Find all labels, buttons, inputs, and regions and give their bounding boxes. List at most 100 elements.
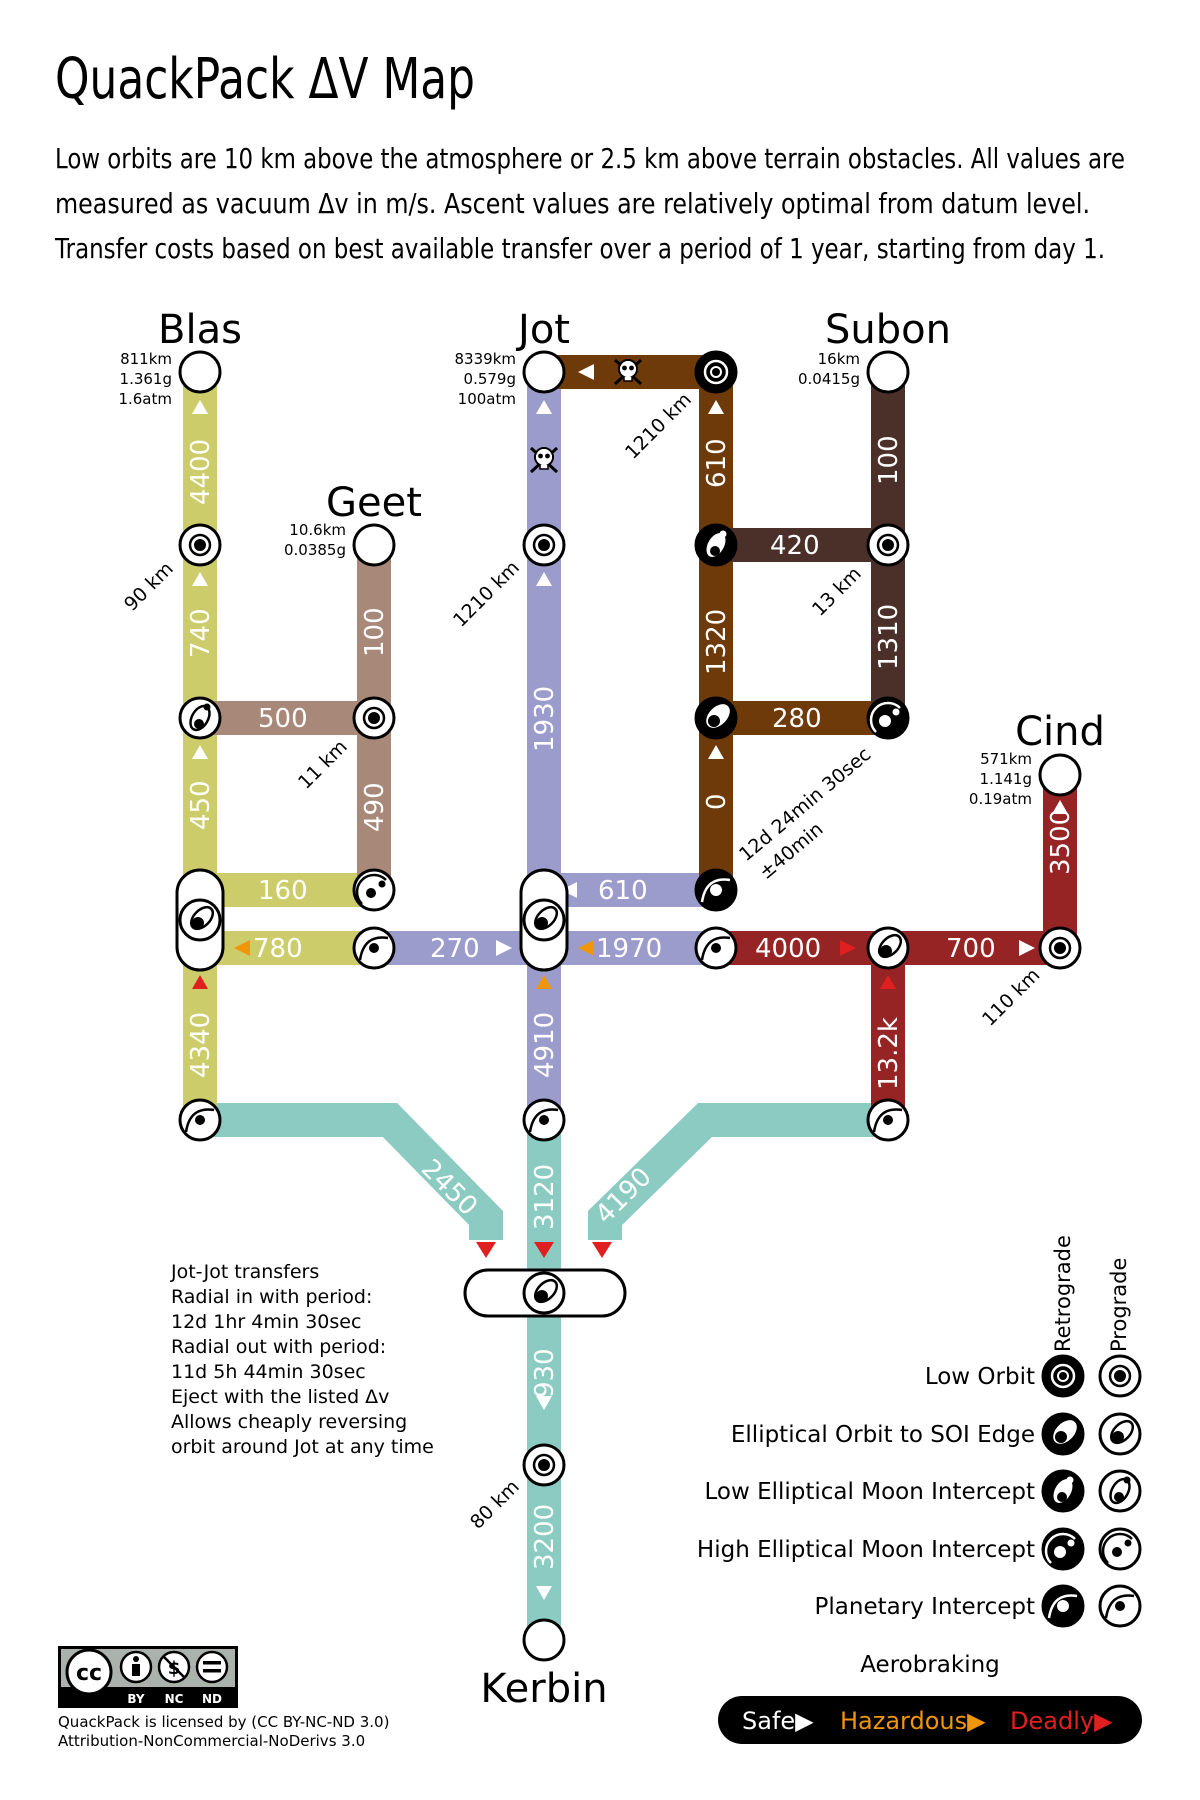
page-title: QuackPack ΔV Map [55,47,475,112]
dv-geet-ascent: 100 [360,607,390,657]
subon-orbit-alt: 13 km [808,563,866,621]
legend-high-moon: High Elliptical Moon Intercept [697,1537,1035,1563]
low-orbit-jot-moon[interactable] [694,350,738,394]
planet-subon[interactable] [866,350,910,394]
planet-cind[interactable] [1038,753,1082,797]
planetary-intercept-cind-side[interactable] [694,926,738,970]
moon-intercept-blas[interactable] [178,696,222,740]
cind-radius: 571km [980,750,1032,768]
blas-radius: 811km [120,350,172,368]
legend-safe: Safe▶ [742,1707,814,1735]
low-orbit-geet[interactable] [352,696,396,740]
hazard-legend-bar [718,1696,1142,1744]
arrow-up [536,400,552,414]
dv-blas-lo-soi: 740 [186,608,216,658]
intercept-blas[interactable] [178,1098,222,1142]
arrow-deadly [880,975,896,989]
planet-geet[interactable] [352,523,396,567]
legend-hazardous: Hazardous▶ [840,1707,986,1735]
soi-prograde-icon [1098,1412,1142,1456]
legend-soi: Elliptical Orbit to SOI Edge [731,1422,1035,1448]
planetary-prograde-icon [1098,1584,1142,1628]
jot-radius: 8339km [455,350,516,368]
skull-icon [613,358,643,386]
dv-geet-capture: 490 [360,782,390,832]
low-orbit-kerbin[interactable] [522,1443,566,1487]
geet-orbit-alt: 11 km [294,736,352,794]
license-badge[interactable]: cc $ BY NC ND [58,1646,238,1708]
dv-jot-to-blas: 270 [430,934,480,964]
blas-orbit-alt: 90 km [120,558,178,616]
jot-moon-orbit-alt: 1210 km [621,389,696,464]
moon-intercept-jot-moon[interactable] [694,523,738,567]
arrow-hazard [578,940,594,956]
arrow-right [1019,940,1035,956]
note-line: 12d 1hr 4min 30sec [171,1311,361,1333]
planetary-retrograde-icon [1041,1584,1085,1628]
low-orbit-blas[interactable] [178,523,222,567]
dv-blas-hub-jot: 780 [253,934,303,964]
arrow-up [192,572,208,586]
dv-moon-280: 280 [772,704,822,734]
low-orbit-prograde-icon [1098,1354,1142,1398]
dv-blas-intercept: 4340 [186,1012,216,1078]
high-moon-prograde-icon [1098,1527,1142,1571]
planet-jot[interactable] [522,350,566,394]
planetary-intercept-jot-moon[interactable] [694,868,738,912]
high-moon-retrograde-icon [1041,1527,1085,1571]
cind-gravity: 1.141g [980,770,1032,788]
track-kerbin-cind [588,1103,888,1240]
body-name-subon: Subon [825,307,951,353]
body-name-cind: Cind [1015,709,1105,755]
note-line: orbit around Jot at any time [171,1436,434,1458]
high-intercept-subon[interactable] [866,696,910,740]
jot-hub-soi-icon [522,898,566,942]
jot-orbit-alt: 1210 km [449,557,524,632]
arrow-deadly [592,1242,612,1258]
arrow-up [192,745,208,759]
license-nd: ND [202,1692,222,1706]
note-line: Allows cheaply reversing [171,1411,407,1433]
dv-blas-hub-geet: 160 [258,876,308,906]
description-line-2: measured as vacuum Δv in m/s. Ascent val… [55,187,1090,220]
arrow-right [496,940,512,956]
description-line-3: Transfer costs based on best available t… [54,232,1105,265]
intercept-cind[interactable] [866,1098,910,1142]
blas-gravity: 1.361g [120,370,172,388]
dv-jot-intercept: 4910 [530,1012,560,1078]
body-name-kerbin: Kerbin [480,1666,607,1712]
dv-kerbin-ascent: 3200 [530,1504,560,1570]
geet-gravity: 0.0385g [284,541,346,559]
low-orbit-cind[interactable] [1038,926,1082,970]
note-line: Eject with the listed Δv [171,1386,389,1408]
dv-blas-ascent: 4400 [186,439,216,505]
cind-atmosphere: 0.19atm [969,790,1032,808]
dv-blas-geet: 500 [258,704,308,734]
soi-cind[interactable] [866,926,910,970]
high-intercept-geet[interactable] [352,868,396,912]
license-text-1: QuackPack is licensed by (CC BY-NC-ND 3.… [58,1713,389,1731]
dv-cind-capture: 700 [946,934,996,964]
cind-orbit-alt: 110 km [978,964,1044,1030]
dv-kerbin-escape: 930 [530,1348,560,1398]
arrow-up [536,572,552,586]
dv-jot-moon-ascent: 610 [702,438,732,488]
dv-jot-hub-cind: 1970 [596,934,662,964]
soi-jot-moon[interactable] [694,696,738,740]
dv-kerbin-jot: 3120 [530,1164,560,1230]
geet-radius: 10.6km [289,521,346,539]
low-orbit-jot[interactable] [522,523,566,567]
planet-kerbin[interactable] [522,1618,566,1662]
blas-atmosphere: 1.6atm [118,390,172,408]
body-stats: 811km 1.361g 1.6atm 10.6km 0.0385g 8339k… [118,350,1032,808]
dv-jot-moon-subon: 420 [770,531,820,561]
legend-planetary: Planetary Intercept [815,1594,1035,1620]
planet-blas[interactable] [178,350,222,394]
intercept-geet[interactable] [352,926,396,970]
license-text-2: Attribution-NonCommercial-NoDerivs 3.0 [58,1732,365,1750]
cc-logo: cc [76,1661,102,1686]
intercept-jot[interactable] [522,1098,566,1142]
note-line: 11d 5h 44min 30sec [171,1361,366,1383]
low-orbit-subon[interactable] [866,523,910,567]
